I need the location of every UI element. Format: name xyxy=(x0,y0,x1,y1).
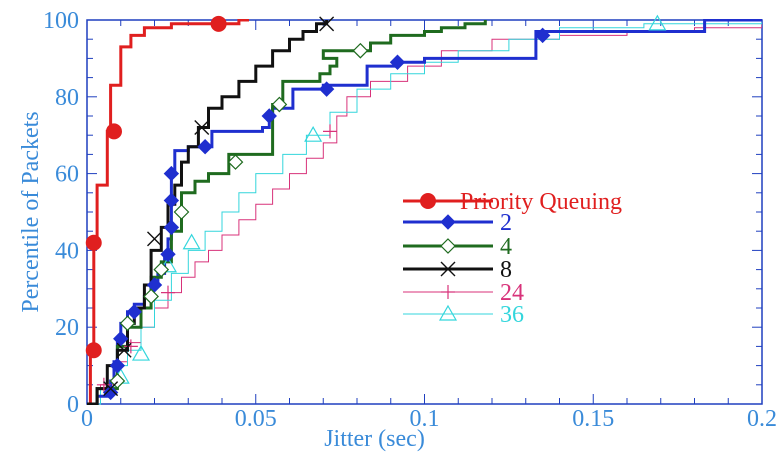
legend-marker-36 xyxy=(438,304,458,321)
y-tick-label: 20 xyxy=(55,315,79,341)
data-point-2 xyxy=(163,192,180,209)
data-point-24 xyxy=(161,285,175,300)
data-point-priority-queuing xyxy=(106,123,122,140)
legend-label-36: 36 xyxy=(500,302,524,328)
series-line-priority-queuing xyxy=(87,19,249,405)
data-point-2 xyxy=(163,219,180,236)
legend-marker-priority-queuing xyxy=(420,193,436,209)
x-axis-title: Jitter (sec) xyxy=(324,426,425,452)
legend-label-priority-queuing: Priority Queuing xyxy=(460,189,622,215)
x-tick-label: 0.2 xyxy=(747,406,777,432)
x-tick-label: 0 xyxy=(81,406,93,432)
data-point-2 xyxy=(126,304,142,320)
data-point-4 xyxy=(271,96,288,113)
data-point-8 xyxy=(147,231,162,247)
data-point-2 xyxy=(146,277,163,293)
data-point-8 xyxy=(116,342,132,358)
data-point-24 xyxy=(96,377,111,392)
y-tick-label: 40 xyxy=(55,238,79,264)
y-tick-label: 100 xyxy=(43,8,79,34)
legend-marker-24 xyxy=(441,285,455,299)
data-point-2 xyxy=(534,27,551,44)
x-tick-label: 0.15 xyxy=(572,406,614,432)
data-point-36 xyxy=(131,344,151,361)
y-tick-label: 0 xyxy=(67,392,79,418)
legend-marker-4 xyxy=(440,238,456,254)
data-point-2 xyxy=(163,165,180,182)
legend-marker-8 xyxy=(440,261,456,277)
data-point-priority-queuing xyxy=(210,15,227,32)
legend-label-2: 2 xyxy=(500,210,512,236)
legend-label-4: 4 xyxy=(500,234,512,260)
data-point-2 xyxy=(113,331,129,347)
data-point-8 xyxy=(103,381,119,397)
data-point-4 xyxy=(227,154,244,170)
data-point-36 xyxy=(648,14,667,31)
data-point-priority-queuing xyxy=(85,342,102,359)
data-point-24 xyxy=(323,124,337,139)
series-line-4 xyxy=(87,20,487,405)
series-line-8 xyxy=(87,20,329,405)
data-point-4 xyxy=(119,315,136,332)
data-point-2 xyxy=(318,81,335,97)
data-point-4 xyxy=(143,288,159,305)
x-tick-label: 0.05 xyxy=(235,406,277,432)
data-point-2 xyxy=(160,246,176,262)
series-line-36 xyxy=(87,20,762,405)
y-tick-label: 60 xyxy=(55,162,79,188)
data-point-8 xyxy=(319,16,335,32)
y-axis-title: Percentile of Packets xyxy=(18,111,44,312)
data-point-4 xyxy=(173,204,190,220)
data-point-8 xyxy=(194,120,210,136)
data-point-24 xyxy=(123,339,138,354)
data-point-36 xyxy=(182,233,201,250)
data-point-2 xyxy=(389,54,406,70)
data-point-priority-queuing xyxy=(85,234,102,251)
data-point-2 xyxy=(109,357,126,374)
legend-label-8: 8 xyxy=(500,257,512,283)
series-line-24 xyxy=(87,23,762,405)
legend-label-24: 24 xyxy=(500,280,524,306)
data-point-2 xyxy=(197,139,213,155)
data-point-2 xyxy=(261,108,277,124)
data-point-4 xyxy=(153,261,170,278)
legend-marker-2 xyxy=(440,214,456,230)
data-point-4 xyxy=(352,42,369,59)
x-tick-label: 0.1 xyxy=(410,406,440,432)
data-point-36 xyxy=(304,125,323,142)
y-tick-label: 80 xyxy=(55,85,79,111)
data-point-2 xyxy=(102,384,119,401)
